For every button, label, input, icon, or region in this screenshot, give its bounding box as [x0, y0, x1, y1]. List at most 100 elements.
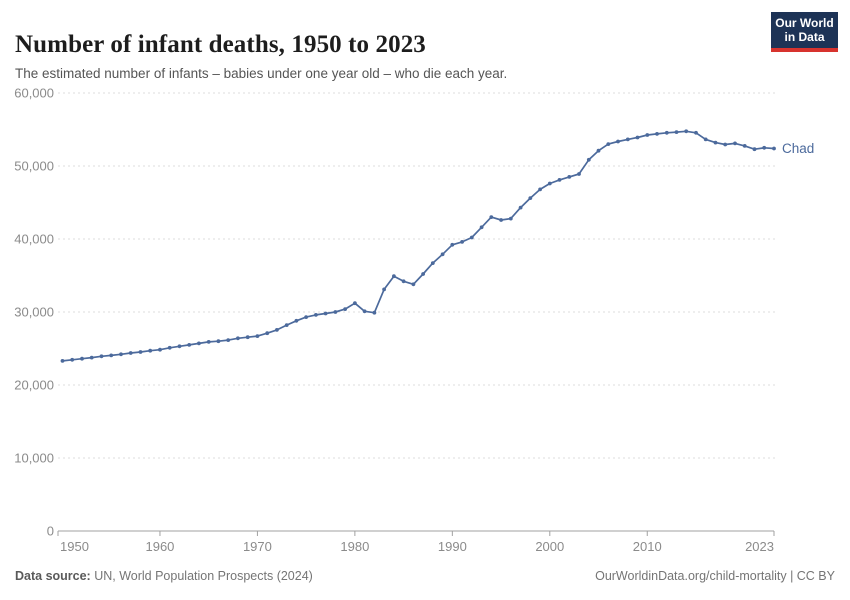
data-point[interactable] — [450, 242, 455, 247]
data-point[interactable] — [713, 140, 718, 145]
data-point[interactable] — [762, 145, 767, 150]
data-point[interactable] — [323, 311, 328, 316]
data-point[interactable] — [255, 334, 260, 338]
y-axis-tick-label: 60,000 — [14, 86, 54, 101]
data-point[interactable] — [333, 310, 338, 314]
data-point[interactable] — [421, 272, 425, 276]
chart-footer: Data source: UN, World Population Prospe… — [15, 569, 835, 583]
data-point[interactable] — [177, 344, 182, 349]
y-axis-tick-label: 0 — [47, 524, 54, 539]
data-point[interactable] — [60, 359, 65, 363]
data-point[interactable] — [752, 147, 757, 152]
data-point[interactable] — [557, 178, 562, 182]
x-axis-tick-label: 2023 — [745, 539, 774, 554]
owid-logo-line2: in Data — [784, 30, 825, 44]
data-point[interactable] — [109, 353, 114, 358]
x-axis-tick-label: 1980 — [340, 539, 369, 554]
data-point[interactable] — [772, 146, 776, 151]
data-point[interactable] — [655, 132, 659, 136]
chart-title: Number of infant deaths, 1950 to 2023 — [15, 30, 426, 58]
data-source-label: Data source: — [15, 569, 91, 583]
data-point[interactable] — [625, 137, 630, 142]
data-point[interactable] — [382, 287, 386, 292]
data-point[interactable] — [430, 261, 435, 265]
data-point[interactable] — [119, 352, 123, 357]
owid-logo[interactable]: Our World in Data — [771, 12, 838, 52]
data-point[interactable] — [304, 315, 308, 319]
data-point[interactable] — [158, 347, 162, 352]
data-point[interactable] — [489, 215, 494, 220]
data-point[interactable] — [469, 235, 474, 240]
data-point[interactable] — [499, 218, 503, 222]
data-point[interactable] — [684, 129, 689, 134]
data-point[interactable] — [362, 309, 367, 314]
data-point[interactable] — [343, 307, 347, 311]
data-point[interactable] — [645, 133, 650, 137]
data-point[interactable] — [723, 142, 728, 147]
data-point[interactable] — [411, 282, 416, 287]
y-axis-tick-label: 40,000 — [14, 232, 54, 247]
data-point[interactable] — [567, 175, 572, 179]
data-point[interactable] — [138, 350, 143, 354]
data-point[interactable] — [635, 135, 640, 140]
data-point[interactable] — [577, 172, 581, 176]
data-point[interactable] — [148, 348, 153, 353]
data-point[interactable] — [440, 252, 445, 257]
data-point[interactable] — [547, 181, 552, 186]
data-point[interactable] — [294, 318, 299, 323]
data-point[interactable] — [528, 196, 533, 201]
data-point[interactable] — [80, 356, 84, 361]
data-point[interactable] — [89, 355, 94, 360]
data-point[interactable] — [674, 130, 679, 135]
data-point[interactable] — [616, 139, 620, 144]
data-source-note: Data source: UN, World Population Prospe… — [15, 569, 313, 583]
data-point[interactable] — [128, 351, 133, 355]
data-point[interactable] — [206, 340, 211, 344]
y-axis-tick-label: 20,000 — [14, 378, 54, 393]
data-point[interactable] — [401, 279, 406, 284]
data-point[interactable] — [460, 240, 464, 244]
attribution-link[interactable]: OurWorldinData.org/child-mortality | CC … — [595, 569, 835, 583]
data-point[interactable] — [245, 335, 250, 340]
data-point[interactable] — [703, 137, 708, 142]
data-point[interactable] — [518, 205, 523, 210]
data-point[interactable] — [197, 341, 201, 346]
owid-logo-line1: Our World — [775, 15, 834, 30]
data-point[interactable] — [226, 338, 231, 342]
data-point[interactable] — [479, 225, 484, 230]
data-point[interactable] — [742, 144, 747, 148]
data-point[interactable] — [265, 331, 270, 336]
x-axis-tick-label: 2010 — [633, 539, 662, 554]
data-point[interactable] — [596, 148, 601, 153]
x-axis-tick-label: 1990 — [438, 539, 467, 554]
data-point[interactable] — [733, 141, 737, 146]
y-axis-tick-label: 50,000 — [14, 159, 54, 174]
data-point[interactable] — [538, 187, 542, 192]
data-point[interactable] — [694, 130, 698, 135]
data-point[interactable] — [314, 313, 318, 317]
data-point[interactable] — [187, 343, 192, 347]
series-label-chad[interactable]: Chad — [782, 141, 814, 156]
data-point[interactable] — [216, 339, 221, 344]
data-point[interactable] — [167, 345, 172, 350]
x-axis-tick-label: 1960 — [145, 539, 174, 554]
chart-subtitle: The estimated number of infants – babies… — [15, 65, 508, 81]
data-point[interactable] — [236, 336, 240, 341]
data-point[interactable] — [508, 216, 513, 221]
data-point[interactable] — [284, 323, 289, 327]
data-point[interactable] — [586, 157, 591, 162]
data-point[interactable] — [353, 301, 357, 306]
x-axis-tick-label: 2000 — [535, 539, 564, 554]
data-point[interactable] — [392, 274, 396, 279]
data-point[interactable] — [664, 130, 669, 135]
data-point[interactable] — [99, 354, 104, 359]
data-source-text: UN, World Population Prospects (2024) — [90, 569, 313, 583]
data-point[interactable] — [70, 357, 75, 362]
y-axis-tick-label: 30,000 — [14, 305, 54, 320]
x-axis-tick-label: 1950 — [60, 539, 89, 554]
y-axis-tick-label: 10,000 — [14, 451, 54, 466]
data-point[interactable] — [372, 310, 377, 315]
data-point[interactable] — [606, 142, 611, 147]
data-point[interactable] — [275, 328, 279, 332]
